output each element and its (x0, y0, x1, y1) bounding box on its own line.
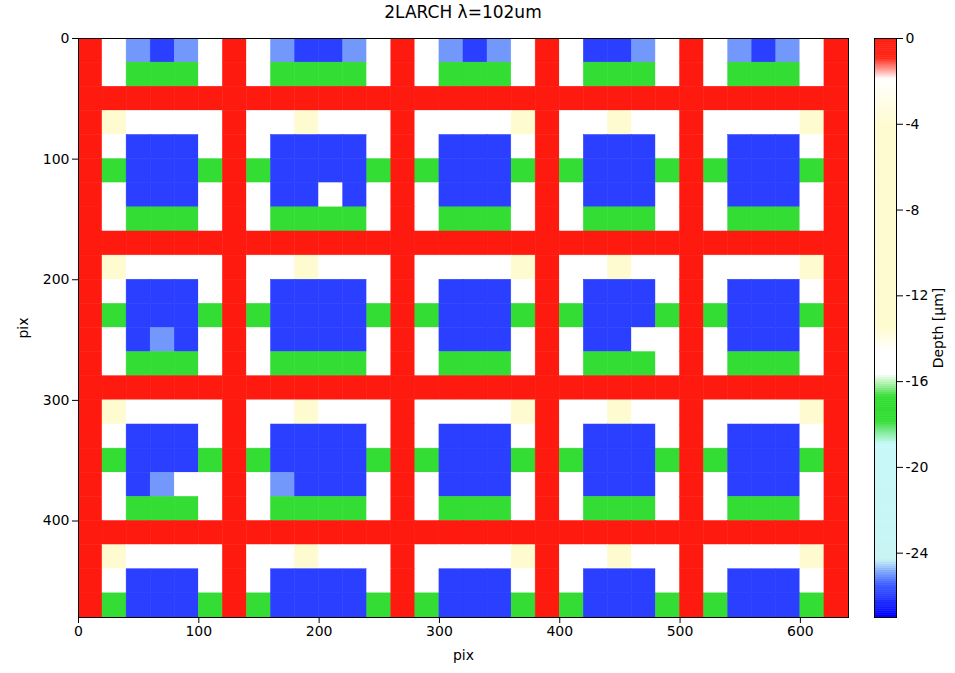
svg-text:pix: pix (15, 317, 31, 338)
svg-text:100: 100 (185, 623, 212, 639)
svg-text:400: 400 (43, 512, 70, 528)
svg-text:-4: -4 (906, 116, 920, 132)
svg-text:Depth [μm]: Depth [μm] (930, 288, 946, 369)
svg-text:400: 400 (546, 623, 573, 639)
svg-text:-24: -24 (906, 545, 929, 561)
svg-text:300: 300 (426, 623, 453, 639)
html-text:2LARCH λ=102um: 2LARCH λ=102um (384, 2, 542, 22)
svg-text:500: 500 (667, 623, 694, 639)
svg-text:-12: -12 (906, 287, 929, 303)
svg-text:pix: pix (453, 647, 474, 663)
svg-text:200: 200 (306, 623, 333, 639)
svg-text:300: 300 (43, 392, 70, 408)
svg-text:0: 0 (61, 30, 70, 46)
svg-text:200: 200 (43, 271, 70, 287)
svg-text:-16: -16 (906, 373, 929, 389)
svg-text:100: 100 (43, 151, 70, 167)
svg-text:-20: -20 (906, 459, 929, 475)
svg-text:0: 0 (906, 30, 915, 46)
svg-text:600: 600 (787, 623, 814, 639)
svg-text:0: 0 (74, 623, 83, 639)
svg-text:-8: -8 (906, 202, 920, 218)
